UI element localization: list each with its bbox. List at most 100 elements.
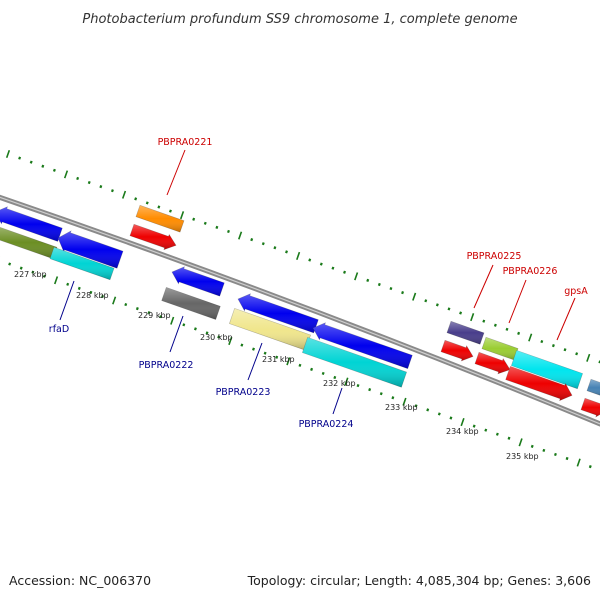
scale-upper-major-tick bbox=[179, 211, 185, 220]
leader-gpsA bbox=[556, 297, 576, 341]
scale-upper-minor-tick bbox=[29, 160, 33, 164]
tick-label-235: 235 kbp bbox=[506, 452, 539, 461]
scale-lower-minor-tick bbox=[240, 343, 244, 347]
scale-lower-minor-tick bbox=[333, 375, 337, 380]
scale-upper-minor-tick bbox=[482, 319, 486, 323]
gene-label-PBPRA0222: PBPRA0222 bbox=[139, 360, 194, 371]
scale-tick-labels: 227 kbp 228 kbp 229 kbp 230 kbp 231 kbp … bbox=[14, 270, 539, 461]
scale-lower-minor-tick bbox=[426, 408, 430, 412]
gene-label-PBPRA0226: PBPRA0226 bbox=[503, 266, 558, 277]
map-title: Photobacterium profundum SS9 chromosome … bbox=[82, 12, 517, 27]
scale-lower-minor-tick bbox=[124, 302, 128, 307]
scale-upper-minor-tick bbox=[99, 185, 103, 189]
scale-upper-minor-tick bbox=[308, 258, 312, 262]
scale-lower-minor-tick bbox=[565, 456, 569, 461]
feature-arrow-gene-reverse bbox=[312, 322, 413, 369]
scale-upper-minor-tick bbox=[273, 246, 277, 250]
feature-shading bbox=[58, 230, 123, 269]
scale-lower-minor-tick bbox=[484, 428, 488, 432]
feature-arrow-cds-forward bbox=[586, 378, 600, 396]
feature-arrow-gene-forward bbox=[440, 339, 474, 362]
scale-upper-minor-tick bbox=[319, 262, 323, 266]
feature-arrow-gene-reverse bbox=[57, 230, 124, 269]
scale-dots-upper bbox=[5, 149, 600, 364]
label-leaders bbox=[59, 149, 576, 415]
feature-arrow-cds-forward bbox=[511, 350, 583, 390]
feature-shading bbox=[0, 206, 63, 242]
gene-label-PBPRA0224: PBPRA0224 bbox=[299, 419, 354, 430]
leader-PBPRA0225 bbox=[473, 264, 494, 309]
scale-upper-minor-tick bbox=[505, 327, 509, 331]
gene-label-PBPRA0221: PBPRA0221 bbox=[158, 137, 213, 148]
leader-PBPRA0224 bbox=[332, 387, 343, 415]
scale-upper-minor-tick bbox=[261, 242, 265, 246]
scale-upper-major-tick bbox=[63, 170, 69, 179]
feature-shading bbox=[172, 266, 225, 297]
scale-upper-major-tick bbox=[412, 292, 417, 301]
scale-lower-minor-tick bbox=[205, 331, 209, 335]
scale-lower-minor-tick bbox=[182, 323, 186, 327]
scale-upper-major-tick bbox=[121, 190, 127, 199]
feature-shading bbox=[136, 205, 184, 233]
backbone bbox=[0, 194, 600, 427]
leader-PBPRA0226 bbox=[508, 279, 527, 324]
scale-lower-major-tick bbox=[53, 276, 59, 285]
tick-label-227: 227 kbp bbox=[14, 270, 47, 279]
scale-upper-minor-tick bbox=[377, 282, 381, 287]
feature-shading bbox=[581, 398, 600, 417]
feature-shading bbox=[482, 337, 518, 360]
feature-shading bbox=[130, 224, 176, 250]
scale-lower-minor-tick bbox=[217, 335, 221, 339]
feature-shading bbox=[161, 287, 221, 320]
scale-lower-major-tick bbox=[286, 357, 291, 366]
tick-label-228: 228 kbp bbox=[76, 291, 109, 300]
scale-upper-minor-tick bbox=[18, 156, 22, 160]
scale-upper-minor-tick bbox=[157, 205, 161, 209]
feature-arrow-gene-forward bbox=[505, 366, 573, 402]
scale-upper-major-tick bbox=[5, 149, 11, 159]
feature-shading bbox=[238, 293, 319, 333]
scale-lower-minor-tick bbox=[135, 307, 139, 311]
feature-shading bbox=[441, 340, 473, 361]
scale-upper-minor-tick bbox=[285, 250, 288, 254]
scale-upper-minor-tick bbox=[168, 209, 172, 213]
feature-arrow-cds-forward bbox=[446, 320, 485, 345]
scale-upper-minor-tick bbox=[110, 189, 114, 193]
feature-arrow-gene-forward bbox=[474, 351, 511, 375]
scale-upper-minor-tick bbox=[203, 221, 207, 225]
feature-shading bbox=[505, 366, 572, 401]
scale-lower-minor-tick bbox=[414, 404, 418, 408]
scale-upper-minor-tick bbox=[52, 168, 56, 172]
feature-shading bbox=[511, 350, 583, 389]
scale-lower-minor-tick bbox=[31, 270, 35, 274]
feature-arrow-gene-forward bbox=[580, 397, 600, 418]
scale-lower-minor-tick bbox=[542, 448, 546, 452]
leader-rfaD bbox=[59, 280, 75, 321]
scale-lower-major-tick bbox=[460, 418, 465, 427]
scale-lower-major-tick bbox=[228, 336, 233, 346]
scale-lower-minor-tick bbox=[19, 266, 23, 270]
scale-upper-minor-tick bbox=[401, 291, 405, 295]
scale-upper-minor-tick bbox=[447, 307, 451, 311]
feature-arrow-gene-reverse bbox=[237, 293, 319, 334]
accession-text: Accession: NC_006370 bbox=[9, 573, 151, 588]
scale-lower-minor-tick bbox=[368, 388, 372, 392]
feature-shading bbox=[447, 321, 484, 345]
tick-label-230: 230 kbp bbox=[200, 333, 233, 342]
scale-dots-lower bbox=[0, 256, 592, 469]
leader-PBPRA0221 bbox=[166, 149, 186, 196]
scale-lower-minor-tick bbox=[159, 315, 163, 319]
feature-track bbox=[0, 204, 600, 418]
scale-lower-minor-tick bbox=[507, 436, 511, 440]
scale-upper-minor-tick bbox=[517, 331, 521, 335]
scale-upper-major-tick bbox=[528, 333, 533, 342]
scale-lower-minor-tick bbox=[553, 452, 557, 457]
feature-shading bbox=[302, 337, 407, 388]
gene-label-PBPRA0223: PBPRA0223 bbox=[216, 387, 271, 398]
scale-lower-major-tick bbox=[344, 377, 349, 386]
scale-upper-minor-tick bbox=[540, 339, 544, 344]
scale-lower-minor-tick bbox=[310, 367, 314, 371]
feature-arrow-cds-reverse bbox=[49, 246, 115, 281]
leader-PBPRA0222 bbox=[169, 315, 184, 353]
